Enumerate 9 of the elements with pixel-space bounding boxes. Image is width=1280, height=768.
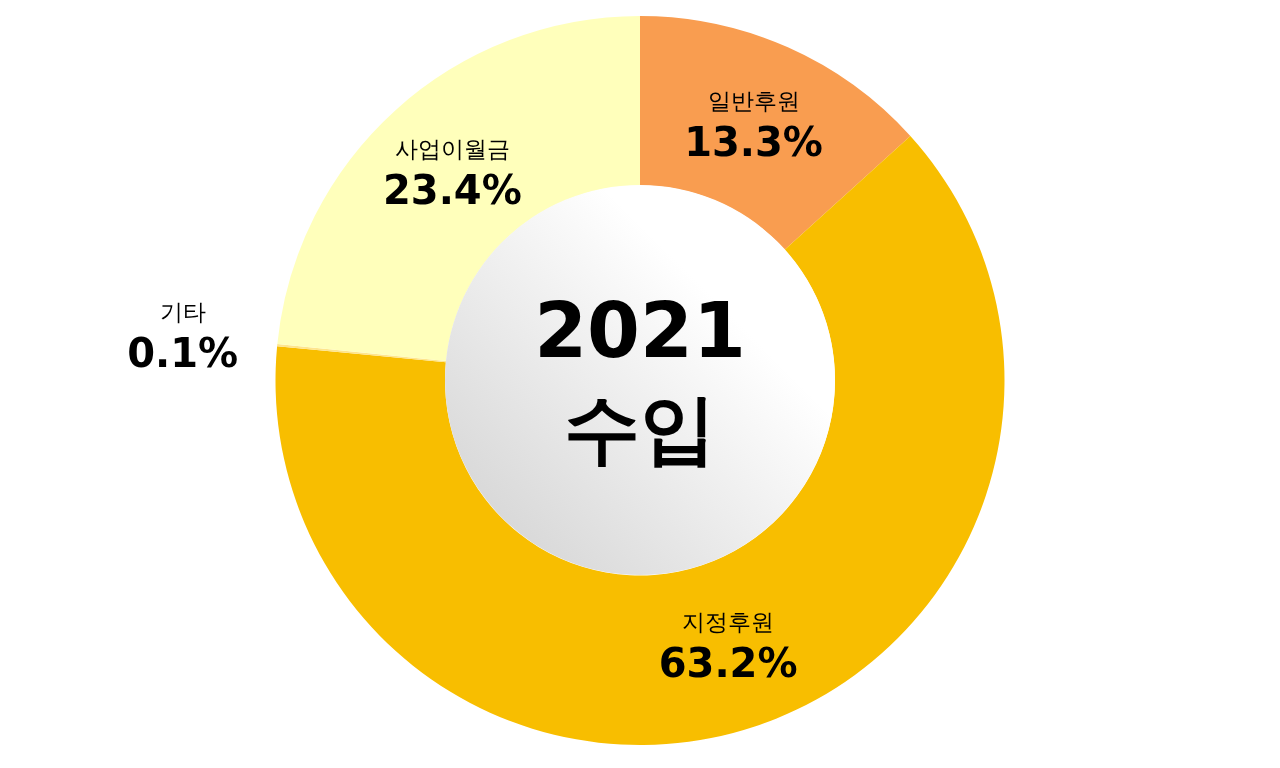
data-label: 13.3% <box>684 119 823 166</box>
text: 2021 수입 <box>533 284 747 476</box>
data-label: 63.2% <box>658 640 798 687</box>
slice-label: 사업이월금 <box>394 135 510 162</box>
slice-label: 지정후원 <box>682 608 775 635</box>
slice-label: 일반후원 <box>707 87 800 114</box>
data-label: 0.1% <box>127 330 239 377</box>
slice-label: 기타 <box>159 298 206 325</box>
data-label: 23.4% <box>382 167 522 214</box>
